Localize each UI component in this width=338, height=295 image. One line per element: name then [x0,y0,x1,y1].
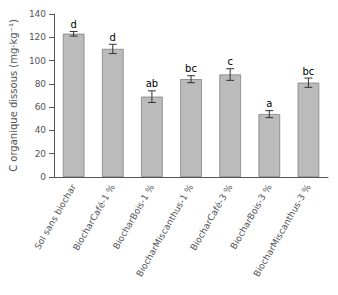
svg-text:d: d [70,19,76,30]
svg-text:100: 100 [29,56,46,66]
svg-text:BiocharBois-1 %: BiocharBois-1 % [111,182,156,251]
svg-text:C organique dissous (mg·kg⁻¹): C organique dissous (mg·kg⁻¹) [8,19,19,172]
svg-text:120: 120 [29,32,46,42]
svg-text:0: 0 [40,172,46,182]
svg-text:BiocharBois-3 %: BiocharBois-3 % [228,182,273,251]
svg-text:BiocharMiscanthus-1 %: BiocharMiscanthus-1 % [134,182,195,278]
svg-text:bc: bc [303,66,315,77]
svg-text:BiocharMiscanthus-3 %: BiocharMiscanthus-3 % [252,182,313,278]
svg-text:c: c [227,56,233,67]
svg-text:BiocharCafé-3 %: BiocharCafé-3 % [188,182,234,252]
svg-text:bc: bc [185,63,197,74]
svg-text:Sol sans biochar: Sol sans biochar [33,182,79,251]
svg-text:60: 60 [35,102,47,112]
svg-text:BiocharCafé-1 %: BiocharCafé-1 % [71,182,117,252]
svg-text:ab: ab [146,78,158,89]
svg-text:40: 40 [35,125,47,135]
svg-text:a: a [266,98,272,109]
svg-text:80: 80 [35,79,47,89]
svg-text:140: 140 [29,9,46,19]
svg-text:d: d [110,32,116,43]
svg-text:20: 20 [35,149,47,159]
